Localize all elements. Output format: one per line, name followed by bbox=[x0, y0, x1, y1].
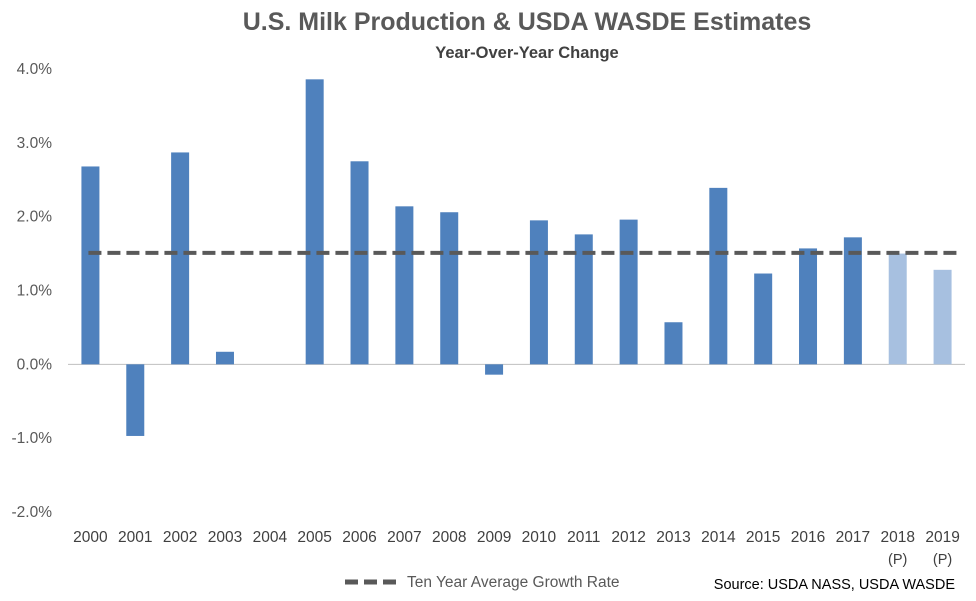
x-tick-label: 2012 bbox=[611, 529, 645, 546]
x-tick-label: 2008 bbox=[432, 529, 466, 546]
bar-2013 bbox=[664, 322, 683, 365]
bar-2002 bbox=[171, 152, 190, 365]
x-tick-label: 2010 bbox=[522, 529, 557, 546]
y-tick-label: 2.0% bbox=[17, 209, 53, 226]
x-tick-label: 2006 bbox=[342, 529, 376, 546]
chart-title: U.S. Milk Production & USDA WASDE Estima… bbox=[243, 8, 812, 36]
bar-2006 bbox=[350, 161, 369, 365]
x-tick-sublabel: (P) bbox=[888, 552, 907, 568]
x-tick-label: 2018 bbox=[880, 529, 914, 546]
x-tick-label: 2014 bbox=[701, 529, 736, 546]
x-tick-label: 2002 bbox=[163, 529, 197, 546]
y-tick-label: 3.0% bbox=[17, 135, 53, 152]
y-tick-label: -1.0% bbox=[12, 430, 53, 447]
y-tick-label: 1.0% bbox=[17, 283, 53, 300]
bar-2017 bbox=[843, 237, 862, 365]
y-axis: 4.0% 3.0% 2.0% 1.0% 0.0% -1.0% -2.0% bbox=[12, 61, 53, 521]
x-tick-label: 2009 bbox=[477, 529, 511, 546]
bar-2016 bbox=[799, 248, 818, 365]
x-tick-label: 2007 bbox=[387, 529, 421, 546]
x-tick-label: 2019 bbox=[925, 529, 959, 546]
x-tick-label: 2017 bbox=[836, 529, 870, 546]
x-tick-label: 2011 bbox=[567, 529, 600, 546]
legend-label: Ten Year Average Growth Rate bbox=[407, 574, 620, 591]
bar-2007 bbox=[395, 206, 414, 365]
bar-2009 bbox=[485, 364, 504, 375]
y-tick-label: 4.0% bbox=[17, 61, 53, 78]
x-tick-sublabel: (P) bbox=[933, 552, 952, 568]
bar-2008 bbox=[440, 212, 459, 365]
bar-2019 bbox=[933, 269, 952, 365]
x-tick-label: 2016 bbox=[791, 529, 825, 546]
x-tick-label: 2004 bbox=[253, 529, 288, 546]
source-note: Source: USDA NASS, USDA WASDE bbox=[714, 577, 956, 593]
bar-2003 bbox=[215, 351, 234, 365]
bar-series bbox=[81, 79, 952, 436]
bar-2018 bbox=[888, 253, 907, 365]
x-tick-label: 2001 bbox=[118, 529, 152, 546]
bar-2000 bbox=[81, 166, 100, 365]
bar-2001 bbox=[126, 364, 145, 436]
x-tick-label: 2005 bbox=[297, 529, 331, 546]
y-tick-label: 0.0% bbox=[17, 356, 53, 373]
chart-subtitle: Year-Over-Year Change bbox=[435, 44, 618, 62]
x-tick-label: 2000 bbox=[73, 529, 108, 546]
bar-2005 bbox=[305, 79, 324, 365]
legend: Ten Year Average Growth Rate bbox=[345, 574, 620, 591]
x-tick-label: 2015 bbox=[746, 529, 780, 546]
x-axis: 2000 2001 2002 2003 2004 2005 2006 2007 2008 2009… bbox=[73, 529, 960, 568]
bar-2012 bbox=[619, 219, 638, 365]
bar-2011 bbox=[574, 234, 593, 365]
y-tick-label: -2.0% bbox=[12, 504, 53, 521]
x-tick-label: 2003 bbox=[208, 529, 242, 546]
x-tick-label: 2013 bbox=[656, 529, 690, 546]
bar-2014 bbox=[709, 187, 728, 365]
bar-2010 bbox=[529, 220, 548, 365]
bar-2015 bbox=[754, 273, 773, 365]
